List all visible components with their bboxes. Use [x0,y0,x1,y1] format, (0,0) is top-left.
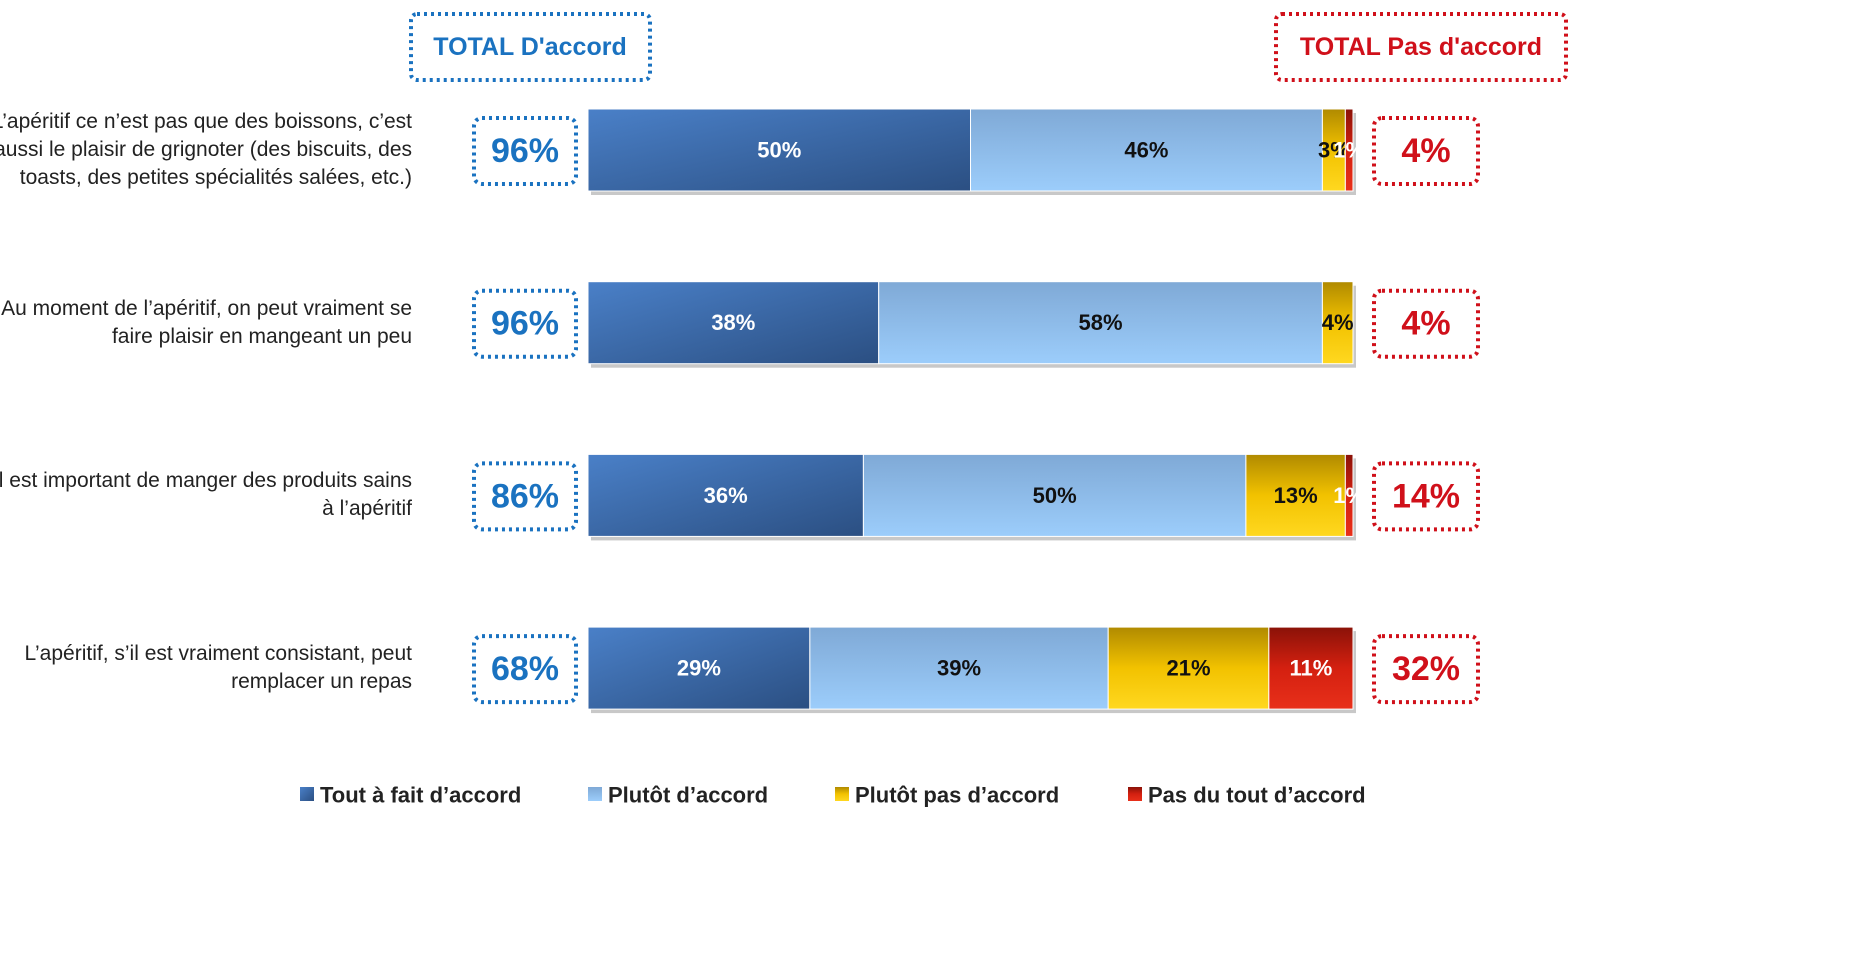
category-label: Au moment de l’apéritif, on peut vraimen… [1,296,412,348]
total-disagree: 4% [1401,132,1450,170]
bar-segment [587,626,811,710]
segment-label: 50% [757,138,801,163]
total-agree: 86% [491,477,559,515]
total-box [472,288,578,359]
total-box [472,116,578,186]
segment-label: 58% [1079,310,1123,335]
header-box [409,12,652,82]
bar-segment [878,281,1323,365]
bar-segment [1321,281,1354,365]
total-box [1372,288,1480,359]
bar-segment [809,626,1109,710]
segment-label: 36% [704,483,748,508]
segment-label: 3% [1318,138,1350,163]
total-disagree: 32% [1392,650,1460,688]
legend-swatch [588,787,602,801]
category-label: L’apéritif, s’il est vraiment consistant… [24,642,412,694]
segment-label: 1% [1333,138,1365,163]
segment-label: 1% [1333,483,1365,508]
segment-label: 29% [677,656,721,681]
total-box [1372,461,1480,532]
segment-label: 21% [1167,656,1211,681]
bar-segment [862,453,1247,537]
segment-label: 11% [1290,656,1333,681]
segment-label: 39% [937,656,981,681]
total-disagree: 14% [1392,477,1460,515]
legend-label: Pas du tout d’accord [1148,783,1366,808]
segment-label: 13% [1274,483,1318,508]
legend-label: Plutôt pas d’accord [855,783,1059,808]
bar-segment [587,453,864,537]
total-box [1372,116,1480,186]
total-box [1372,634,1480,705]
legend-label: Tout à fait d’accord [320,783,521,808]
total-agree: 96% [491,132,559,170]
category-label: L’apéritif ce n’est pas que des boissons… [0,110,412,189]
segment-label: 4% [1322,310,1354,335]
bar-segment [1107,626,1270,710]
category-label: Il est important de manger des produits … [0,469,412,521]
bar-segment [587,108,971,192]
legend-swatch [835,787,849,801]
total-box [472,461,578,532]
legend-label: Plutôt d’accord [608,783,768,808]
segment-label: 50% [1033,483,1077,508]
header-left: TOTAL D'accord [433,33,626,61]
total-agree: 68% [491,650,559,688]
legend-swatch [300,787,314,801]
total-disagree: 4% [1401,305,1450,343]
segment-label: 38% [711,310,755,335]
bar-segment [1344,453,1354,537]
total-box [472,634,578,705]
bar-segment [1344,108,1354,192]
legend-swatch [1128,787,1142,801]
header-right: TOTAL Pas d'accord [1300,33,1542,61]
bar-segment [1245,453,1346,537]
bar-segment [587,281,880,365]
bar-segment [970,108,1323,192]
total-agree: 96% [491,305,559,343]
bar-segment [1268,626,1354,710]
segment-label: 46% [1124,138,1168,163]
